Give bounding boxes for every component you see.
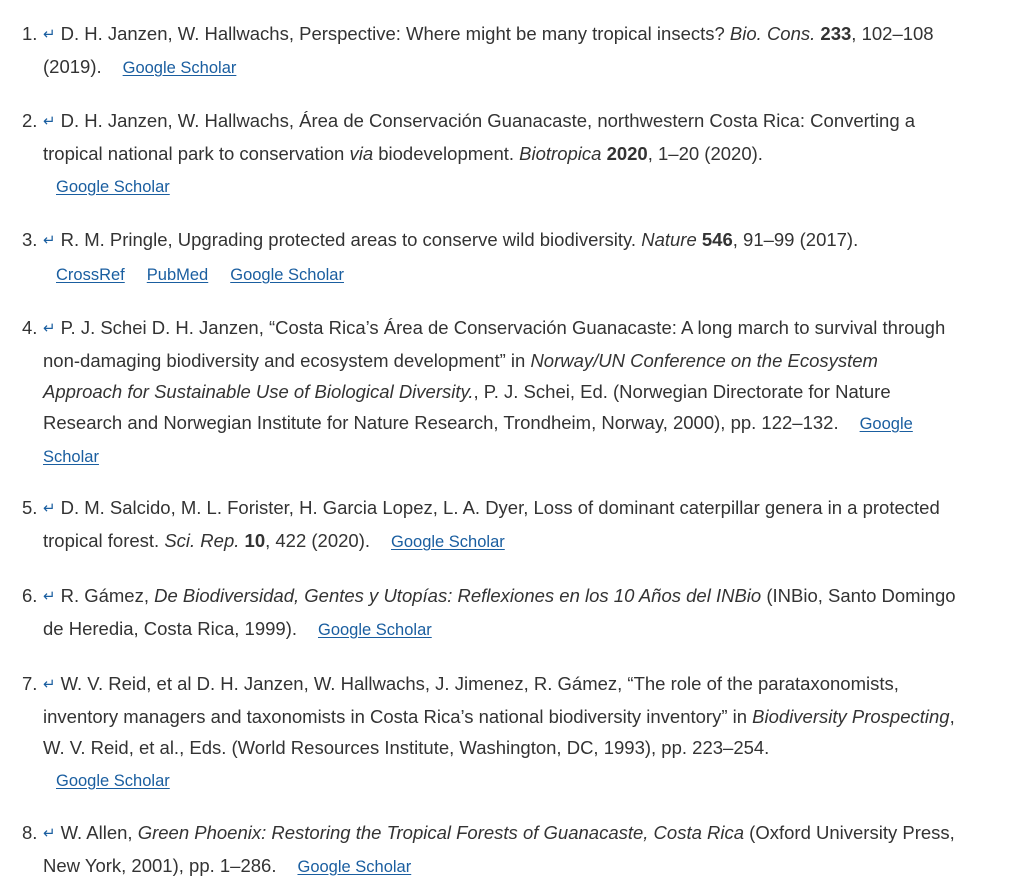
back-to-text-icon[interactable]: ↵ — [43, 500, 56, 517]
reference-text: ↵ P. J. Schei D. H. Janzen, “Costa Rica’s… — [43, 312, 960, 473]
citation-text: D. M. Salcido, M. L. Forister, H. Garcia… — [43, 497, 940, 551]
citation-text: D. H. Janzen, W. Hallwachs, Área de Cons… — [43, 110, 916, 164]
citation-italic-text: Sci. Rep. — [164, 530, 240, 551]
citation-volume: 233 — [820, 23, 852, 44]
citation-text: P. J. Schei D. H. Janzen, “Costa Rica’s … — [43, 317, 946, 371]
google-scholar-link[interactable]: Google Scholar — [122, 59, 237, 77]
reference-item: 8. ↵ W. Allen, Green Phoenix: Restoring th… — [0, 817, 960, 883]
reference-number: 5. — [22, 497, 38, 518]
google-scholar-link[interactable]: Google Scholar — [318, 621, 432, 639]
citation-italic-text: Norway/UN Conference on the Ecosystem Ap… — [43, 350, 878, 402]
reference-links: Google Scholar — [391, 530, 505, 551]
citation-italic-text: Nature — [641, 229, 697, 250]
reference-item: 6. ↵ R. Gámez, De Biodiversidad, Gentes y … — [0, 580, 960, 646]
citation-text: R. M. Pringle, Upgrading protected areas… — [60, 229, 642, 250]
reference-links: Google Scholar — [123, 56, 237, 77]
citation-text: D. H. Janzen, W. Hallwachs, Perspective:… — [60, 23, 730, 44]
citation-italic-text: Biodiversity Prospecting — [752, 706, 950, 727]
pubmed-link[interactable]: PubMed — [146, 266, 209, 284]
reference-item: 3. ↵ R. M. Pringle, Upgrading protected ar… — [0, 224, 960, 291]
reference-number: 1. — [22, 23, 38, 44]
back-to-text-icon[interactable]: ↵ — [43, 825, 56, 842]
citation-volume: 2020 — [606, 143, 648, 164]
google-scholar-link[interactable]: Google Scholar — [297, 858, 412, 876]
back-to-text-icon[interactable]: ↵ — [43, 26, 56, 43]
reference-item: 5. ↵ D. M. Salcido, M. L. Forister, H. Gar… — [0, 492, 960, 558]
reference-text: ↵ R. M. Pringle, Upgrading protected area… — [43, 224, 960, 291]
citation-italic-text: Bio. Cons. — [729, 23, 816, 44]
reference-text: ↵ R. Gámez, De Biodiversidad, Gentes y Ut… — [43, 580, 960, 646]
reference-item: 7. ↵ W. V. Reid, et al D. H. Janzen, W. Ha… — [0, 668, 960, 797]
back-to-text-icon[interactable]: ↵ — [43, 588, 56, 605]
citation-italic-text: Biotropica — [519, 143, 602, 164]
reference-item: 2. ↵ D. H. Janzen, W. Hallwachs, Área de C… — [0, 105, 960, 203]
reference-text: ↵ D. M. Salcido, M. L. Forister, H. Garci… — [43, 492, 960, 558]
reference-item: 1. ↵ D. H. Janzen, W. Hallwachs, Perspecti… — [0, 18, 960, 84]
reference-item: 4. ↵ P. J. Schei D. H. Janzen, “Costa Rica… — [0, 312, 960, 473]
reference-links: Google Scholar — [43, 170, 960, 203]
back-to-text-icon[interactable]: ↵ — [43, 676, 56, 693]
back-to-text-icon[interactable]: ↵ — [43, 113, 56, 130]
citation-text: (Oxford University Press, New York, 2001… — [43, 822, 955, 876]
reference-number: 7. — [22, 673, 38, 694]
citation-text: W. V. Reid, et al D. H. Janzen, W. Hallw… — [43, 673, 899, 727]
citation-italic-text: via — [349, 143, 374, 164]
reference-links: Google Scholar — [43, 764, 960, 797]
google-scholar-link[interactable]: Google Scholar — [56, 178, 170, 196]
reference-number: 4. — [22, 317, 38, 338]
google-scholar-link[interactable]: Google Scholar — [56, 772, 170, 790]
reference-links: CrossRef PubMed Google Scholar — [43, 258, 960, 291]
citation-italic-text: De Biodiversidad, Gentes y Utopías: Refl… — [154, 585, 762, 606]
google-scholar-link[interactable]: Google Scholar — [43, 415, 913, 466]
back-to-text-icon[interactable]: ↵ — [43, 232, 56, 249]
reference-text: ↵ W. Allen, Green Phoenix: Restoring the … — [43, 817, 960, 883]
citation-italic-text: Green Phoenix: Restoring the Tropical Fo… — [137, 822, 745, 843]
citation-text: , W. V. Reid, et al., Eds. (World Resour… — [43, 706, 955, 758]
citation-text: W. Allen, — [60, 822, 138, 843]
reference-number: 3. — [22, 229, 38, 250]
reference-number: 8. — [22, 822, 38, 843]
reference-text: ↵ D. H. Janzen, W. Hallwachs, Área de Con… — [43, 105, 960, 203]
citation-text: , 91–99 (2017). — [732, 229, 859, 250]
reference-links: Google Scholar — [43, 412, 913, 466]
citation-text: biodevelopment. — [373, 143, 520, 164]
google-scholar-link[interactable]: Google Scholar — [391, 533, 505, 551]
citation-text: , P. J. Schei, Ed. (Norwegian Directorat… — [43, 381, 891, 433]
reference-number: 2. — [22, 110, 38, 131]
citation-text: , 422 (2020). — [265, 530, 371, 551]
citation-text: , 1–20 (2020). — [647, 143, 763, 164]
crossref-link[interactable]: CrossRef — [56, 266, 125, 284]
reference-links: Google Scholar — [318, 618, 432, 639]
citation-text: R. Gámez, — [60, 585, 155, 606]
citation-volume: 10 — [244, 530, 266, 551]
reference-text: ↵ D. H. Janzen, W. Hallwachs, Perspective… — [43, 18, 960, 84]
citation-volume: 546 — [701, 229, 733, 250]
citation-text: , 102–108 (2019). — [43, 23, 934, 77]
reference-text: ↵ W. V. Reid, et al D. H. Janzen, W. Hall… — [43, 668, 960, 797]
google-scholar-link[interactable]: Google Scholar — [230, 266, 344, 284]
reference-links: Google Scholar — [297, 855, 411, 876]
back-to-text-icon[interactable]: ↵ — [43, 320, 56, 337]
citation-text: (INBio, Santo Domingo de Heredia, Costa … — [43, 585, 956, 639]
reference-number: 6. — [22, 585, 38, 606]
